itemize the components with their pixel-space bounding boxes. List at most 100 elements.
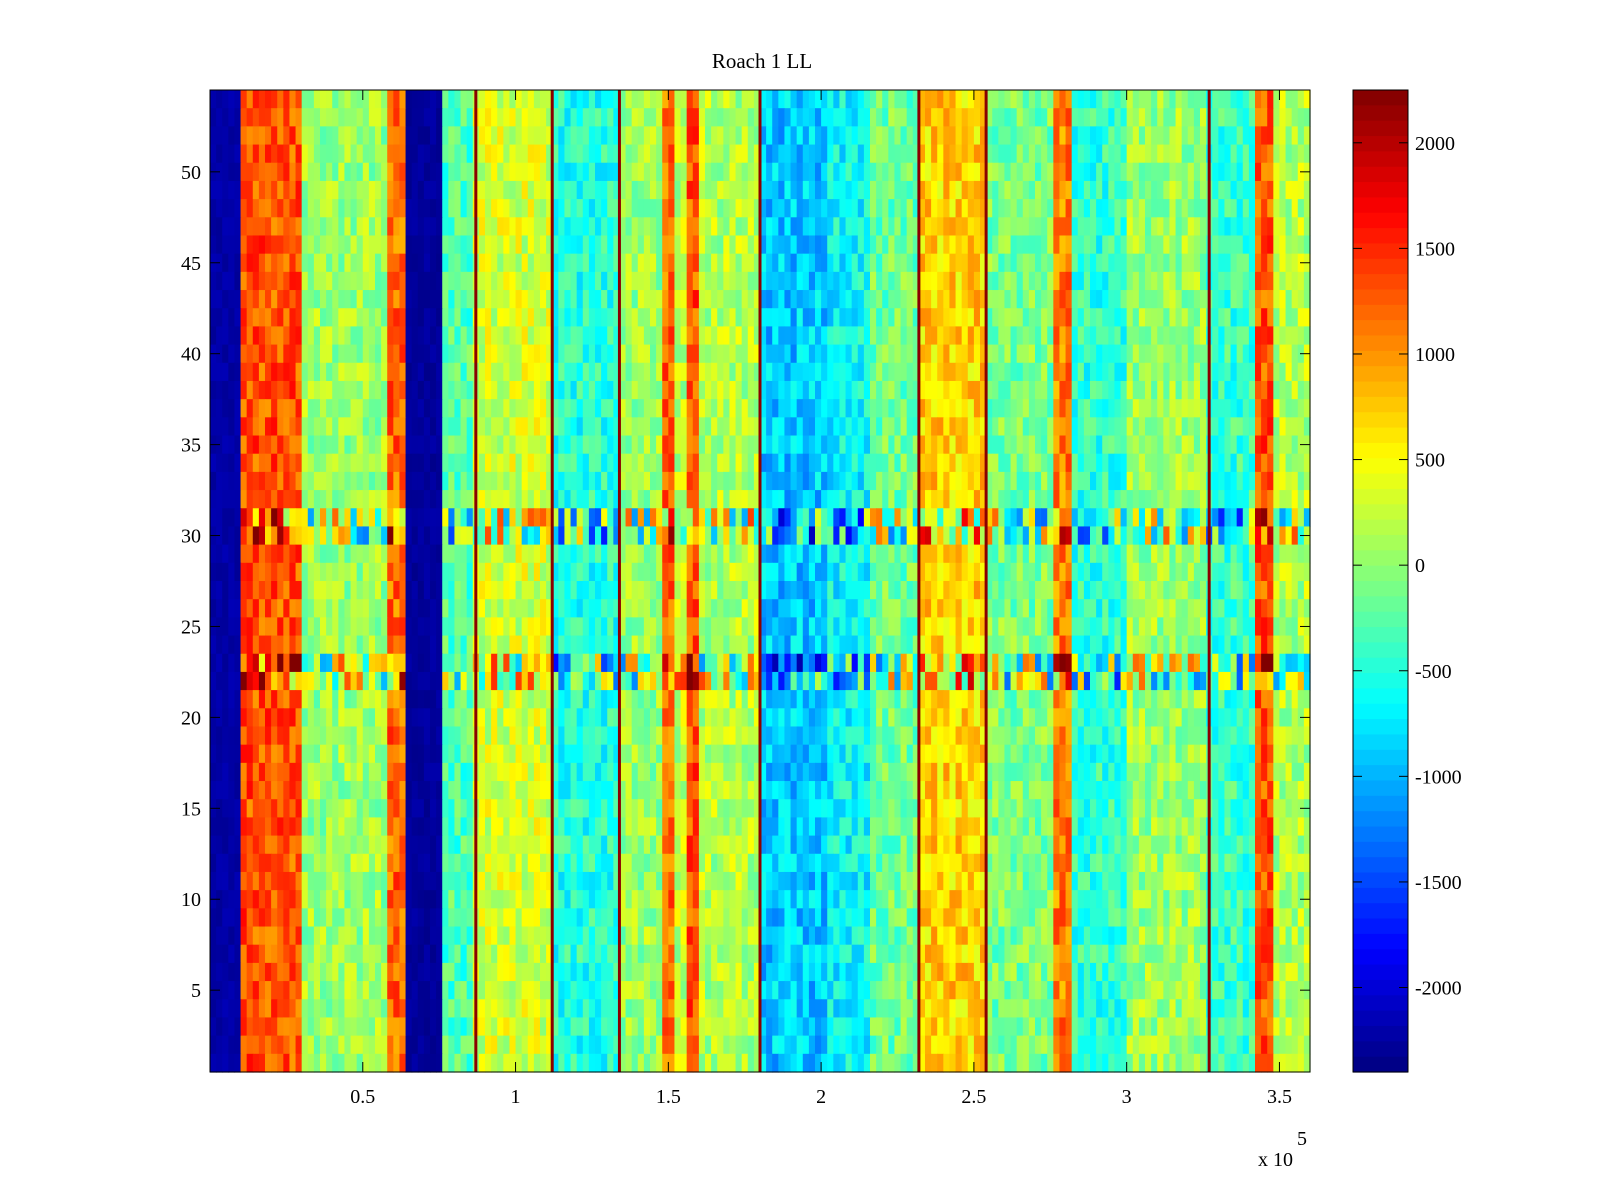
heatmap-cell (802, 253, 810, 273)
heatmap-cell (350, 162, 358, 182)
heatmap-cell (986, 108, 993, 127)
heatmap-cell (656, 235, 663, 255)
heatmap-cell (228, 253, 236, 273)
heatmap-cell (1175, 562, 1183, 582)
heatmap-cell (564, 290, 572, 309)
heatmap-cell (478, 126, 486, 146)
heatmap-cell (741, 126, 749, 146)
heatmap-cell (1303, 108, 1311, 127)
heatmap-cell (1218, 344, 1226, 364)
heatmap-cell (906, 162, 914, 182)
heatmap-cell (1016, 199, 1024, 218)
heatmap-cell (717, 199, 724, 218)
heatmap-cell (839, 344, 847, 364)
heatmap-cell (705, 162, 712, 182)
heatmap-cell (228, 453, 236, 473)
heatmap-cell (1291, 490, 1299, 509)
heatmap-cell (448, 562, 456, 582)
heatmap-cell (625, 108, 633, 127)
heatmap-cell (478, 326, 486, 346)
heatmap-cell (643, 380, 651, 400)
heatmap-cell (582, 471, 590, 491)
heatmap-cell (540, 290, 547, 309)
heatmap-cell (1279, 562, 1287, 582)
heatmap-cell (442, 162, 449, 182)
heatmap-cell (998, 235, 1006, 255)
heatmap-cell (631, 308, 639, 328)
heatmap-cell (246, 453, 254, 473)
heatmap-cell (1151, 217, 1158, 237)
heatmap-cell (851, 271, 859, 291)
heatmap-cell (766, 290, 773, 309)
heatmap-cell (423, 435, 431, 455)
heatmap-cell (1126, 271, 1134, 291)
heatmap-cell (839, 453, 847, 473)
heatmap-cell (546, 253, 553, 273)
heatmap-cell (399, 526, 407, 546)
heatmap-cell (631, 180, 639, 200)
heatmap-cell (1157, 508, 1164, 528)
heatmap-cell (588, 526, 596, 546)
heatmap-cell (1303, 399, 1311, 418)
heatmap-cell (1261, 180, 1268, 200)
heatmap-cell (234, 581, 242, 600)
heatmap-cell (1157, 362, 1164, 382)
heatmap-cell (888, 417, 896, 437)
heatmap-cell (1157, 380, 1164, 400)
heatmap-cell (839, 235, 847, 255)
heatmap-cell (637, 435, 645, 455)
heatmap-cell (582, 199, 590, 218)
heatmap-cell (362, 108, 370, 127)
heatmap-cell (576, 490, 584, 509)
heatmap-cell (753, 417, 761, 437)
heatmap-cell (356, 581, 364, 600)
heatmap-cell (937, 162, 944, 182)
heatmap-cell (1047, 290, 1054, 309)
heatmap-cell (1285, 344, 1293, 364)
heatmap-cell (705, 199, 712, 218)
heatmap-cell (332, 508, 339, 528)
heatmap-cell (637, 471, 645, 491)
heatmap-cell (1132, 435, 1140, 455)
heatmap-cell (289, 90, 297, 109)
heatmap-cell (277, 508, 284, 528)
heatmap-cell (1077, 490, 1085, 509)
heatmap-cell (1151, 526, 1158, 546)
heatmap-cell (1138, 435, 1146, 455)
heatmap-cell (216, 108, 223, 127)
heatmap-cell (1236, 435, 1244, 455)
heatmap-cell (1261, 471, 1268, 491)
heatmap-cell (937, 435, 944, 455)
heatmap-cell (1028, 235, 1036, 255)
heatmap-cell (1108, 199, 1116, 218)
heatmap-cell (448, 271, 456, 291)
heatmap-cell (613, 380, 621, 400)
heatmap-cell (1108, 126, 1116, 146)
heatmap-cell (1090, 526, 1097, 546)
heatmap-cell (668, 290, 676, 309)
heatmap-cell (515, 144, 523, 164)
heatmap-cell (796, 144, 804, 164)
heatmap-cell (631, 108, 639, 127)
heatmap-cell (344, 526, 352, 546)
heatmap-cell (784, 362, 792, 382)
heatmap-cell (1090, 90, 1097, 109)
heatmap-cell (466, 108, 474, 127)
heatmap-cell (753, 217, 761, 237)
heatmap-cell (595, 471, 602, 491)
heatmap-cell (949, 417, 957, 437)
heatmap-cell (686, 308, 694, 328)
heatmap-cell (790, 180, 798, 200)
heatmap-cell (1126, 508, 1134, 528)
heatmap-cell (344, 435, 352, 455)
heatmap-cell (1212, 326, 1219, 346)
heatmap-cell (216, 199, 223, 218)
heatmap-cell (552, 435, 559, 455)
heatmap-cell (668, 399, 676, 418)
heatmap-cell (796, 471, 804, 491)
heatmap-cell (601, 435, 608, 455)
heatmap-cell (784, 162, 792, 182)
heatmap-cell (387, 490, 394, 509)
heatmap-cell (937, 399, 944, 418)
heatmap-cell (497, 471, 504, 491)
